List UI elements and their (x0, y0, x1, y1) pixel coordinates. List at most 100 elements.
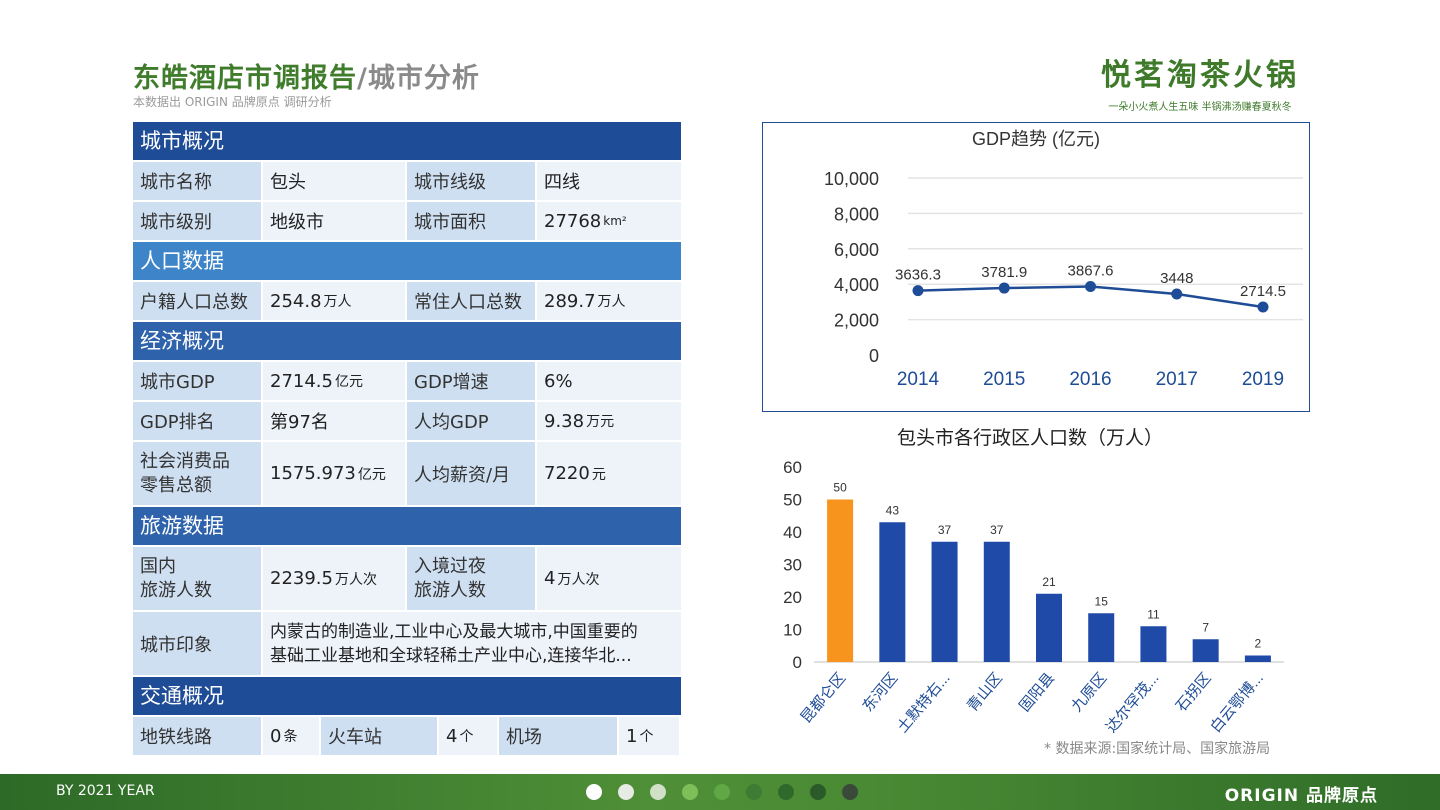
table-row: 户籍人口总数 254.8 万人 常住人口总数 289.7 万人 (133, 282, 681, 320)
data-point (912, 285, 924, 297)
name-label: 城市名称 (133, 162, 261, 200)
page-dot[interactable] (746, 784, 762, 800)
x-tick-label: 2017 (1156, 369, 1198, 390)
table-row: GDP排名 第97名 人均GDP 9.38 万元 (133, 402, 681, 440)
data-label: 2 (1255, 637, 1262, 651)
y-tick-label: 10 (783, 621, 802, 640)
table-row: 社会消费品 零售总额 1575.973 亿元 人均薪资/月 7220 元 (133, 442, 681, 505)
name-value: 包头 (263, 162, 405, 200)
footer-bar: BY 2021 YEAR ORIGIN 品牌原点 (0, 774, 1440, 810)
table-row: 城市名称 包头 城市线级 四线 (133, 162, 681, 200)
population-bar-chart: 包头市各行政区人口数（万人） 0 10 20 30 40 50 60 50 昆都仑区 43 东河区 37… (783, 427, 1284, 736)
tier-label: 城市线级 (407, 162, 535, 200)
data-label: 7 (1202, 620, 1209, 634)
retail-label: 社会消费品 零售总额 (133, 442, 261, 505)
table-row: 城市级别 地级市 城市面积 27768 km² (133, 202, 681, 240)
page-dot[interactable] (682, 784, 698, 800)
data-point (998, 282, 1010, 294)
tier-value: 四线 (537, 162, 681, 200)
gdp-chart-panel: GDP趋势 (亿元) 0 2,000 4,000 6,000 8,000 10,000 363… (762, 122, 1310, 412)
footer-brand: ORIGIN 品牌原点 (1224, 786, 1378, 806)
inbound-value: 4 万人次 (537, 547, 681, 610)
chart-title: 包头市各行政区人口数（万人） (897, 427, 1163, 449)
bar (983, 541, 1010, 662)
bar (1244, 655, 1271, 662)
page-dot[interactable] (618, 784, 634, 800)
x-tick-label: 达尔罕茂... (1103, 670, 1163, 736)
level-label: 城市级别 (133, 202, 261, 240)
data-label: 3636.3 (895, 267, 941, 284)
x-tick-label: 青山区 (964, 670, 1006, 715)
y-tick-label: 40 (783, 523, 802, 542)
inbound-label: 入境过夜 旅游人数 (407, 547, 535, 610)
page-dot[interactable] (778, 784, 794, 800)
data-label: 11 (1147, 607, 1160, 621)
percap-value: 9.38 万元 (537, 402, 681, 440)
data-point (1257, 301, 1269, 313)
data-label: 2714.5 (1240, 283, 1286, 300)
resident-value: 289.7 万人 (537, 282, 681, 320)
bar (1140, 626, 1167, 662)
section-transport: 交通概况 (133, 677, 681, 715)
x-tick-label: 九原区 (1068, 670, 1110, 715)
x-tick-label: 固阳县 (1016, 670, 1058, 715)
data-point (1085, 281, 1096, 293)
brand-name: 悦茗淘茶火锅 (1101, 58, 1299, 93)
page-dot[interactable] (842, 784, 858, 800)
data-label: 50 (833, 481, 847, 495)
x-tick-label: 石拐区 (1173, 670, 1215, 715)
x-tick-label: 昆都仑区 (798, 670, 850, 727)
x-tick-label: 2014 (897, 369, 940, 390)
population-chart-panel: 包头市各行政区人口数（万人） 0 10 20 30 40 50 60 50 昆都仑区 43 东河区 37… (762, 420, 1312, 760)
y-tick-label: 30 (783, 556, 802, 575)
salary-value: 7220 元 (537, 442, 681, 505)
y-tick-label: 0 (793, 653, 802, 672)
page-dot[interactable] (714, 784, 730, 800)
train-label: 火车站 (321, 717, 437, 755)
page-dot[interactable] (810, 784, 826, 800)
bar (931, 541, 958, 662)
x-tick-label: 2019 (1242, 369, 1284, 390)
bar (1036, 593, 1062, 662)
bar (1088, 613, 1115, 662)
bar (1192, 639, 1219, 662)
rank-value: 第97名 (263, 402, 405, 440)
section-overview: 城市概况 (133, 122, 681, 160)
table-row: 城市印象 内蒙古的制造业,工业中心及最大城市,中国重要的 基础工业基地和全球轻稀土… (133, 612, 681, 675)
y-tick-label: 0 (869, 346, 879, 366)
page-title: 东皓酒店市调报告/城市分析 (133, 56, 480, 95)
chart-title: GDP趋势 (亿元) (972, 129, 1100, 149)
table-row: 城市GDP 2714.5 亿元 GDP增速 6% (133, 362, 681, 400)
y-tick-label: 8,000 (834, 204, 879, 224)
city-info-table: 城市概况 城市名称 包头 城市线级 四线 城市级别 地级市 城市面积 27768… (133, 122, 681, 757)
x-tick-label: 东河区 (859, 670, 901, 715)
data-label: 37 (938, 523, 952, 537)
section-tourism: 旅游数据 (133, 507, 681, 545)
y-tick-label: 4,000 (834, 275, 879, 295)
registered-value: 254.8 万人 (263, 282, 405, 320)
registered-label: 户籍人口总数 (133, 282, 261, 320)
data-label: 21 (1042, 575, 1056, 589)
growth-label: GDP增速 (407, 362, 535, 400)
source-note: * 数据来源:国家统计局、国家旅游局 (1044, 741, 1271, 757)
y-tick-label: 60 (783, 458, 802, 477)
gdp-line-chart: GDP趋势 (亿元) 0 2,000 4,000 6,000 8,000 10,000 363… (824, 129, 1303, 390)
y-tick-label: 50 (783, 491, 802, 510)
area-value: 27768 km² (537, 202, 681, 240)
table-row: 国内 旅游人数 2239.5 万人次 入境过夜 旅游人数 4 万人次 (133, 547, 681, 610)
data-label: 37 (990, 523, 1004, 537)
page-dot[interactable] (586, 784, 602, 800)
page-dot[interactable] (650, 784, 666, 800)
airport-label: 机场 (499, 717, 617, 755)
x-tick-label: 2015 (983, 369, 1025, 390)
domestic-label: 国内 旅游人数 (133, 547, 261, 610)
data-label: 3781.9 (981, 264, 1027, 281)
data-label: 15 (1095, 594, 1109, 608)
x-tick-label: 土默特右... (894, 670, 954, 736)
bar (879, 522, 906, 662)
data-label: 3867.6 (1068, 263, 1114, 280)
rank-label: GDP排名 (133, 402, 261, 440)
retail-value: 1575.973 亿元 (263, 442, 405, 505)
percap-label: 人均GDP (407, 402, 535, 440)
